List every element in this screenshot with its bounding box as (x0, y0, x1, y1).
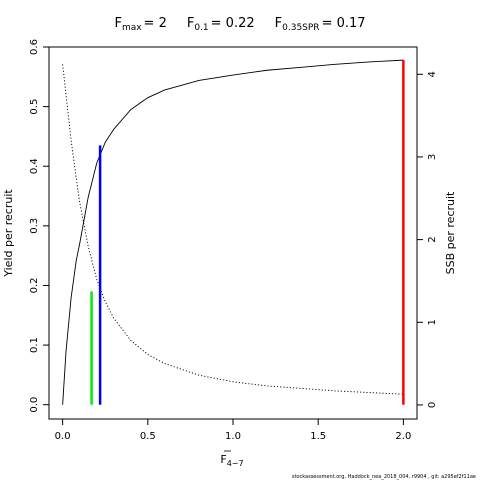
y-left-tick-label: 0.3 (29, 218, 40, 234)
y-left-tick-label: 0.4 (29, 158, 40, 174)
chart-title: Fmax = 2 F0.1 = 0.22 F0.35SPR = 0.17 (114, 16, 365, 33)
footnote: stockassessment.org, Haddock_nea_2018_00… (292, 474, 476, 480)
y-right-tick-label: 1 (427, 319, 438, 325)
x-tick-label: 0.0 (55, 431, 71, 442)
y-axis-left-label: Yield per recruit (2, 189, 15, 278)
title-fmax-value: = 2 (144, 16, 167, 31)
title-fmax-label: F (114, 16, 121, 31)
x-tick-label: 1.0 (225, 431, 241, 442)
y-right-tick-label: 4 (427, 71, 438, 77)
title-fmax-sub: max (122, 23, 142, 33)
x-axis: 0.0 0.5 1.0 1.5 2.0 (55, 419, 411, 442)
y-axis-right-label: SSB per recruit (444, 191, 457, 274)
yield-per-recruit-line (62, 59, 404, 405)
x-tick-label: 2.0 (395, 431, 411, 442)
x-axis-label: F4−7 (220, 453, 243, 468)
title-f01-value: = 0.22 (211, 16, 255, 31)
title-fspr-label: F (275, 16, 282, 31)
title-f01-label: F (187, 16, 194, 31)
y-right-tick-label: 3 (427, 154, 438, 160)
y-axis-left: 0.0 0.1 0.2 0.3 0.4 0.5 0.6 (29, 39, 49, 413)
plot-frame (48, 46, 418, 420)
x-axis-label-sub: 4−7 (227, 459, 244, 468)
x-tick-label: 1.5 (310, 431, 326, 442)
y-axis-right: 0 1 2 3 4 (417, 71, 438, 408)
x-axis-label-main: F (220, 453, 226, 466)
y-right-tick-label: 2 (427, 236, 438, 242)
y-left-tick-label: 0.1 (29, 337, 40, 353)
title-fspr-value: = 0.17 (322, 16, 366, 31)
title-fspr-sub: 0.35SPR (282, 23, 319, 33)
y-left-tick-label: 0.0 (29, 397, 40, 413)
y-left-tick-label: 0.2 (29, 278, 40, 294)
title-f01-sub: 0.1 (194, 23, 208, 33)
y-left-tick-label: 0.5 (29, 99, 40, 115)
x-tick-label: 0.5 (140, 431, 156, 442)
y-right-tick-label: 0 (427, 402, 438, 408)
y-left-tick-label: 0.6 (29, 39, 40, 55)
ssb-per-recruit-line (62, 64, 404, 395)
